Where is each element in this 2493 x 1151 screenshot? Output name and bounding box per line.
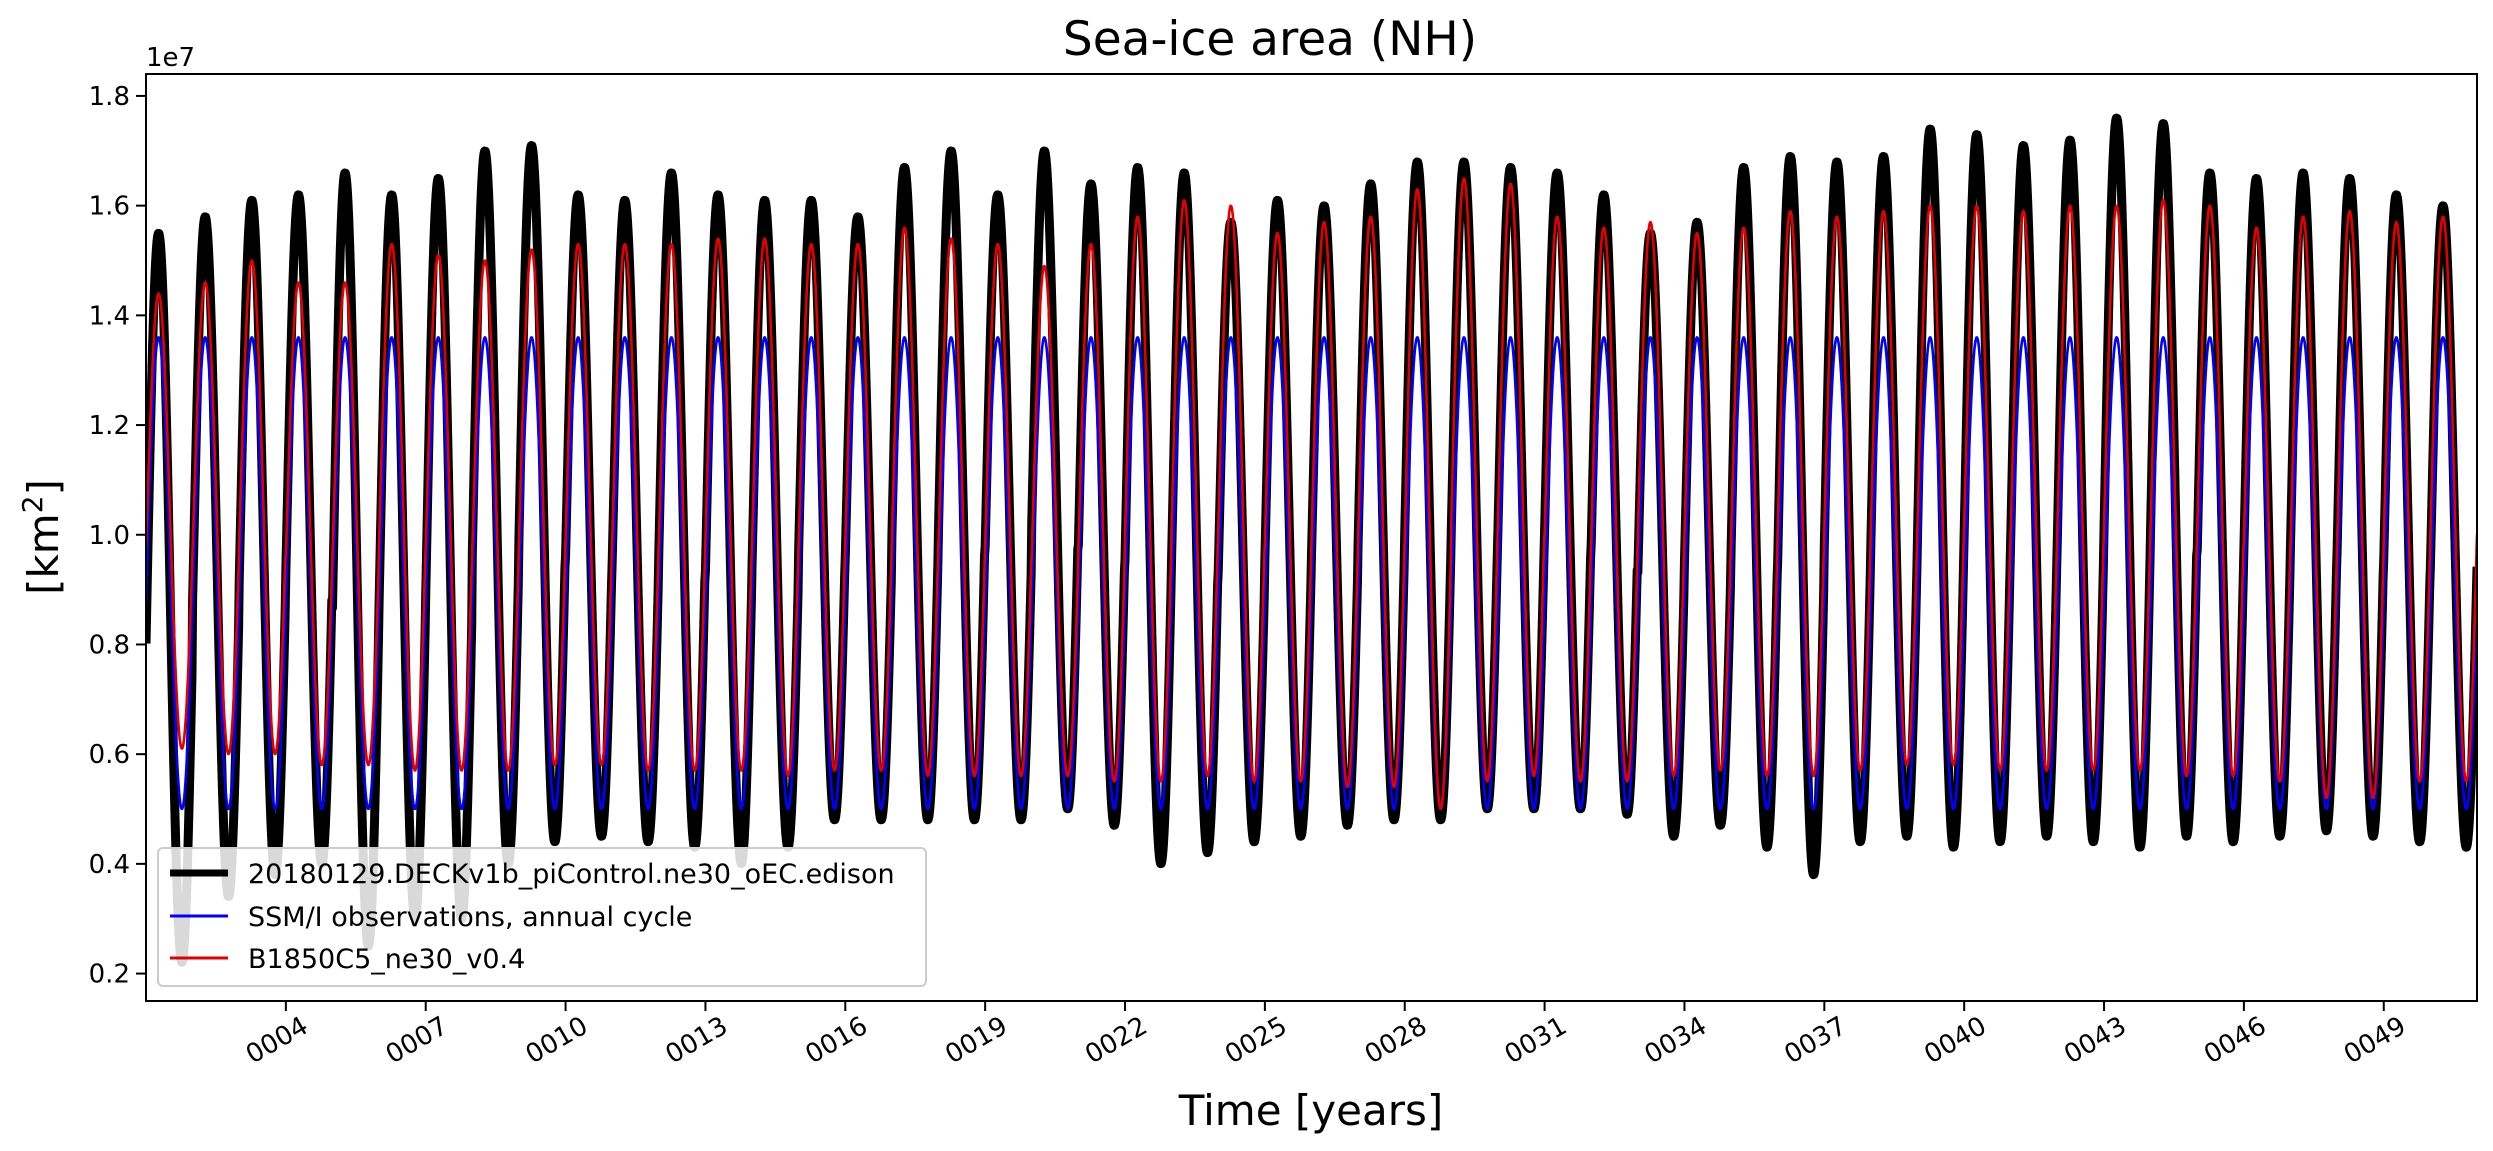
y-axis-label: [km2] — [16, 479, 69, 595]
plot-area — [146, 113, 2477, 967]
x-tick-label: 0034 — [1640, 1011, 1712, 1070]
x-tick-label: 0007 — [381, 1011, 453, 1070]
y-axis: 0.2 0.4 0.6 0.8 1.0 1.2 1.4 1.6 1.8 — [89, 82, 146, 990]
y-tick-label: 0.4 — [89, 850, 130, 880]
y-tick-label: 1.4 — [89, 301, 130, 331]
x-tick-label: 0046 — [2199, 1011, 2271, 1070]
legend-label-control: 20180129.DECKv1b_piControl.ne30_oEC.edis… — [248, 859, 895, 890]
plot-frame — [145, 73, 2478, 1002]
x-axis-label: Time [years] — [1178, 1086, 1444, 1135]
x-tick-label: 0025 — [1220, 1011, 1292, 1070]
x-tick-label: 0016 — [800, 1011, 872, 1070]
chart-title: Sea-ice area (NH) — [1063, 12, 1477, 67]
legend-label-ssmi: SSM/I observations, annual cycle — [248, 902, 692, 933]
x-tick-label: 0043 — [2059, 1011, 2131, 1070]
y-axis-label-sup: 2 — [16, 495, 49, 513]
x-tick-label: 0028 — [1360, 1011, 1432, 1070]
y-tick-label: 1.2 — [89, 411, 130, 441]
y-tick-label: 1.8 — [89, 82, 130, 112]
y-tick-label: 0.6 — [89, 740, 130, 770]
y-axis-label-end: ] — [19, 479, 68, 495]
x-tick-label: 0049 — [2339, 1011, 2411, 1070]
series-line-ssmi — [146, 336, 2477, 811]
legend: 20180129.DECKv1b_piControl.ne30_oEC.edis… — [157, 847, 927, 987]
x-tick-label: 0022 — [1080, 1011, 1152, 1070]
y-tick-label: 0.2 — [89, 960, 130, 990]
x-tick-label: 0040 — [1919, 1011, 1991, 1070]
x-tick-label: 0031 — [1500, 1011, 1572, 1070]
y-tick-label: 1.0 — [89, 521, 130, 551]
y-offset-label: 1e7 — [146, 43, 195, 73]
series-layer — [146, 113, 2477, 967]
legend-box — [157, 847, 927, 987]
x-tick-label: 0037 — [1780, 1011, 1852, 1070]
y-axis-label-main: [km — [19, 513, 68, 595]
x-tick-label: 0010 — [521, 1011, 593, 1070]
y-tick-label: 1.6 — [89, 192, 130, 222]
x-axis: 0004 0007 0010 0013 0016 0019 0022 0025 0028 0031… — [241, 1001, 2411, 1070]
series-line-b1850 — [146, 177, 2477, 811]
x-tick-label: 0013 — [661, 1011, 733, 1070]
x-tick-label: 0019 — [940, 1011, 1012, 1070]
legend-label-b1850: B1850C5_ne30_v0.4 — [248, 944, 525, 975]
x-tick-label: 0004 — [241, 1011, 313, 1070]
y-tick-label: 0.8 — [89, 630, 130, 660]
